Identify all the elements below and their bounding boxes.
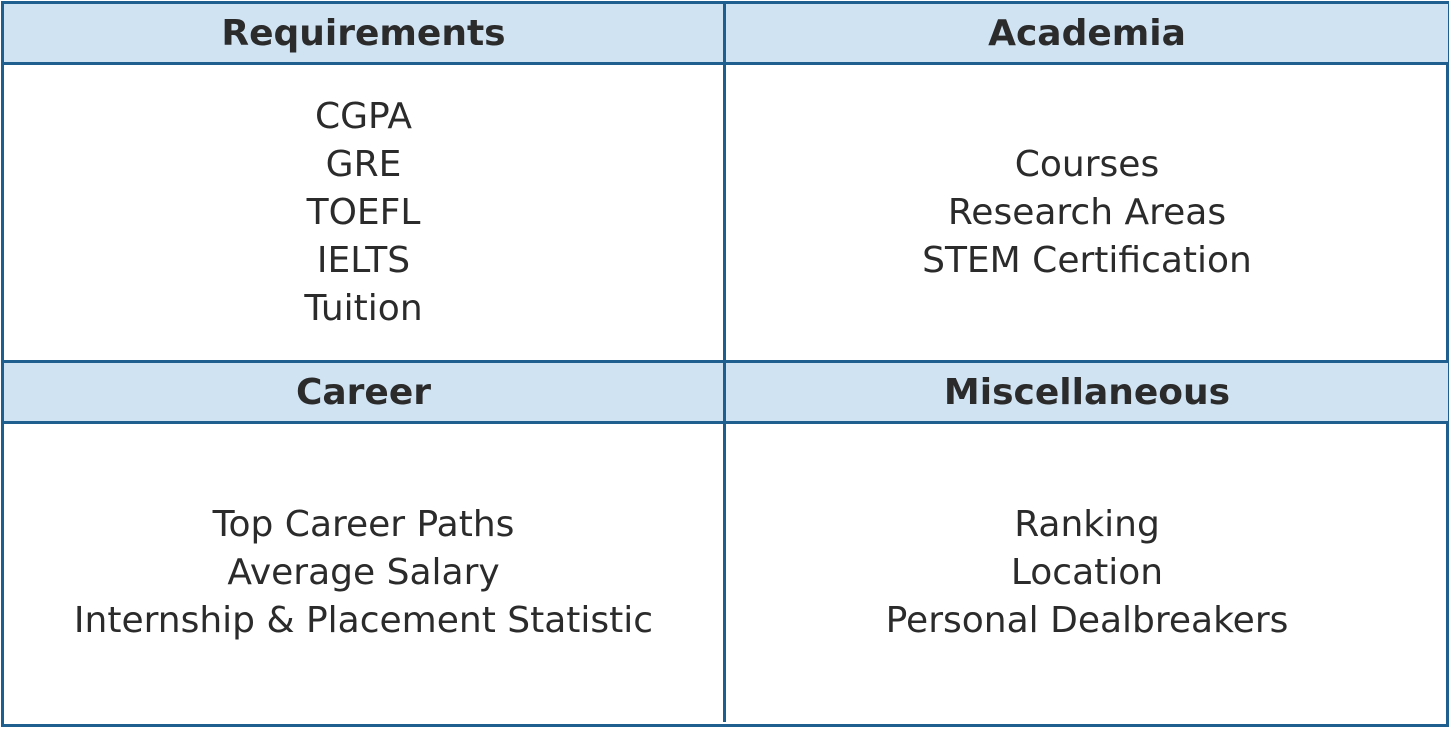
list-item: Internship & Placement Statistic bbox=[73, 600, 654, 641]
list-item: TOEFL bbox=[306, 191, 421, 233]
header-career: Career bbox=[4, 363, 726, 424]
cell-academia: Courses Research Areas STEM Certificatio… bbox=[726, 65, 1448, 363]
list-item: GRE bbox=[325, 143, 402, 185]
list-item: Ranking bbox=[1014, 504, 1160, 545]
header-academia: Academia bbox=[726, 4, 1448, 65]
list-item: Personal Dealbreakers bbox=[885, 600, 1289, 641]
cell-miscellaneous: Ranking Location Personal Dealbreakers bbox=[726, 424, 1448, 722]
list-item: Courses bbox=[1014, 143, 1160, 185]
cell-requirements: CGPA GRE TOEFL IELTS Tuition bbox=[4, 65, 726, 363]
list-item: Top Career Paths bbox=[212, 504, 515, 545]
list-item: CGPA bbox=[314, 95, 413, 137]
list-item: STEM Certification bbox=[922, 239, 1252, 281]
list-item: IELTS bbox=[316, 239, 411, 281]
header-miscellaneous: Miscellaneous bbox=[726, 363, 1448, 424]
cell-career: Top Career Paths Average Salary Internsh… bbox=[4, 424, 726, 722]
list-item: Research Areas bbox=[947, 191, 1227, 233]
list-item: Average Salary bbox=[227, 552, 500, 593]
header-requirements: Requirements bbox=[4, 4, 726, 65]
list-item: Location bbox=[1010, 552, 1164, 593]
list-item: Tuition bbox=[304, 287, 423, 329]
